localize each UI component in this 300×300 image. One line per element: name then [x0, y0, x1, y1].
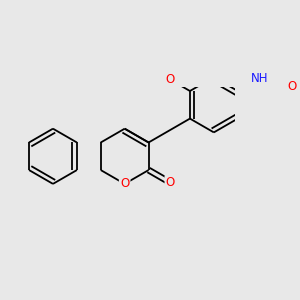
Text: O: O: [120, 177, 129, 190]
Text: O: O: [165, 73, 174, 86]
Text: O: O: [288, 80, 297, 93]
Text: O: O: [166, 176, 175, 189]
Text: NH: NH: [250, 72, 268, 85]
